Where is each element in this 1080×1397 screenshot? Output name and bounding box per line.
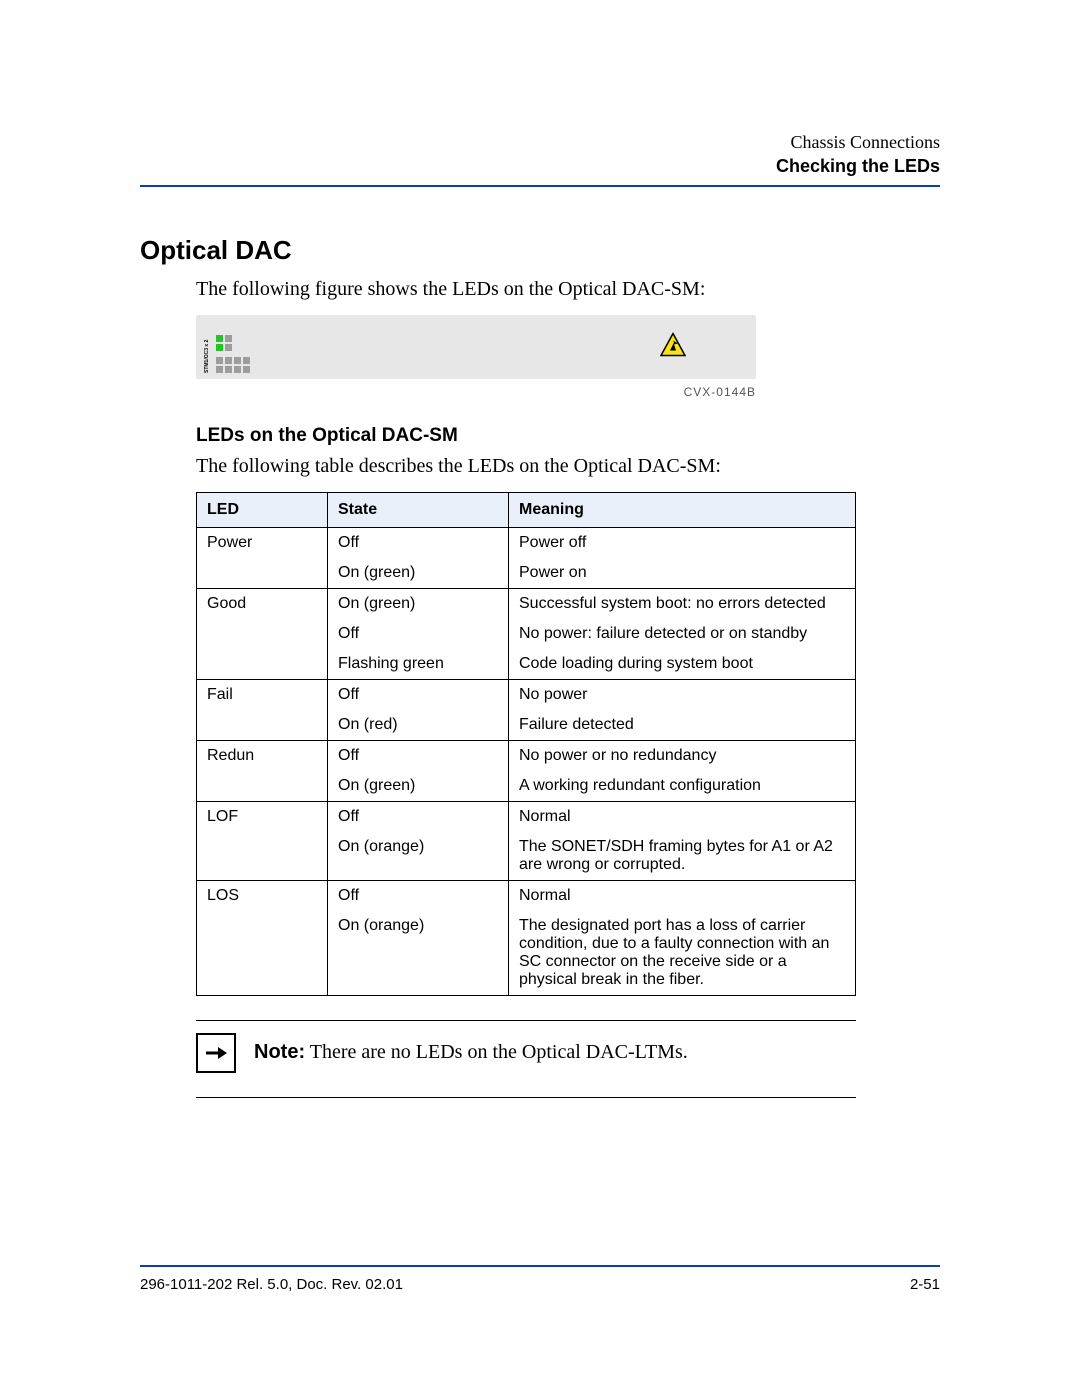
table-cell: Flashing green <box>328 649 509 680</box>
table-row: On (red)Failure detected <box>197 710 856 741</box>
laser-warning-icon <box>660 332 686 361</box>
table-cell: On (green) <box>328 558 509 589</box>
table-cell <box>197 619 328 649</box>
table-cell: Off <box>328 619 509 649</box>
table-cell: A working redundant configuration <box>509 771 856 802</box>
table-cell: On (orange) <box>328 911 509 996</box>
table-cell <box>197 649 328 680</box>
table-cell: On (red) <box>328 710 509 741</box>
footer-rule <box>140 1265 940 1267</box>
table-cell: Power off <box>509 527 856 558</box>
table-col-header: LED <box>197 492 328 527</box>
page-title: Optical DAC <box>140 235 940 266</box>
figure: STM1/OC3 x 2 CVX-0144B <box>196 315 756 399</box>
table-cell: No power <box>509 679 856 710</box>
table-cell <box>197 558 328 589</box>
table-row: RedunOffNo power or no redundancy <box>197 740 856 771</box>
table-cell: Successful system boot: no errors detect… <box>509 588 856 619</box>
note-arrow-icon <box>196 1033 236 1073</box>
table-cell: No power or no redundancy <box>509 740 856 771</box>
figure-caption: CVX-0144B <box>196 385 756 399</box>
table-intro: The following table describes the LEDs o… <box>196 455 940 478</box>
table-col-header: Meaning <box>509 492 856 527</box>
table-cell: Power on <box>509 558 856 589</box>
note-text: Note: There are no LEDs on the Optical D… <box>254 1041 688 1064</box>
table-row: On (orange)The SONET/SDH framing bytes f… <box>197 832 856 881</box>
table-cell: Redun <box>197 740 328 771</box>
header-section: Chassis Connections <box>140 130 940 154</box>
table-cell: On (green) <box>328 588 509 619</box>
intro-text: The following figure shows the LEDs on t… <box>196 278 940 301</box>
page-footer: 296-1011-202 Rel. 5.0, Doc. Rev. 02.01 2… <box>140 1276 940 1293</box>
table-cell: Fail <box>197 679 328 710</box>
note-block: Note: There are no LEDs on the Optical D… <box>196 1033 940 1073</box>
table-cell: Power <box>197 527 328 558</box>
table-cell <box>197 710 328 741</box>
table-row: Flashing greenCode loading during system… <box>197 649 856 680</box>
note-label: Note: <box>254 1041 305 1063</box>
table-cell: Good <box>197 588 328 619</box>
footer-doc-id: 296-1011-202 Rel. 5.0, Doc. Rev. 02.01 <box>140 1276 403 1293</box>
footer-page-num: 2-51 <box>910 1276 940 1293</box>
table-cell: Off <box>328 679 509 710</box>
table-row: On (green)A working redundant configurat… <box>197 771 856 802</box>
table-cell: Code loading during system boot <box>509 649 856 680</box>
dac-panel: STM1/OC3 x 2 <box>196 315 756 379</box>
table-cell: Failure detected <box>509 710 856 741</box>
table-cell: Off <box>328 801 509 832</box>
table-row: On (green)Power on <box>197 558 856 589</box>
table-row: LOSOffNormal <box>197 880 856 911</box>
note-body: There are no LEDs on the Optical DAC-LTM… <box>310 1041 688 1063</box>
table-cell: LOS <box>197 880 328 911</box>
table-cell <box>197 832 328 881</box>
page: Chassis Connections Checking the LEDs Op… <box>0 0 1080 1397</box>
table-cell: The designated port has a loss of carrie… <box>509 911 856 996</box>
table-header-row: LEDStateMeaning <box>197 492 856 527</box>
table-cell: LOF <box>197 801 328 832</box>
subtitle: LEDs on the Optical DAC-SM <box>196 425 940 447</box>
table-row: On (orange)The designated port has a los… <box>197 911 856 996</box>
led-table: LEDStateMeaning PowerOffPower offOn (gre… <box>196 492 856 996</box>
table-cell: The SONET/SDH framing bytes for A1 or A2… <box>509 832 856 881</box>
table-col-header: State <box>328 492 509 527</box>
table-row: PowerOffPower off <box>197 527 856 558</box>
table-cell: Off <box>328 880 509 911</box>
table-cell <box>197 771 328 802</box>
table-cell: Off <box>328 527 509 558</box>
header-subsection: Checking the LEDs <box>140 154 940 178</box>
table-row: GoodOn (green)Successful system boot: no… <box>197 588 856 619</box>
table-cell: Off <box>328 740 509 771</box>
table-cell <box>197 911 328 996</box>
table-cell: No power: failure detected or on standby <box>509 619 856 649</box>
table-cell: Normal <box>509 801 856 832</box>
note-separator-top <box>196 1020 856 1021</box>
table-row: LOFOffNormal <box>197 801 856 832</box>
table-cell: On (green) <box>328 771 509 802</box>
note-separator-bottom <box>196 1097 856 1098</box>
table-row: OffNo power: failure detected or on stan… <box>197 619 856 649</box>
page-header: Chassis Connections Checking the LEDs <box>140 130 940 179</box>
table-row: FailOffNo power <box>197 679 856 710</box>
table-body: PowerOffPower offOn (green)Power onGoodO… <box>197 527 856 995</box>
table-cell: Normal <box>509 880 856 911</box>
table-cell: On (orange) <box>328 832 509 881</box>
header-rule <box>140 185 940 187</box>
